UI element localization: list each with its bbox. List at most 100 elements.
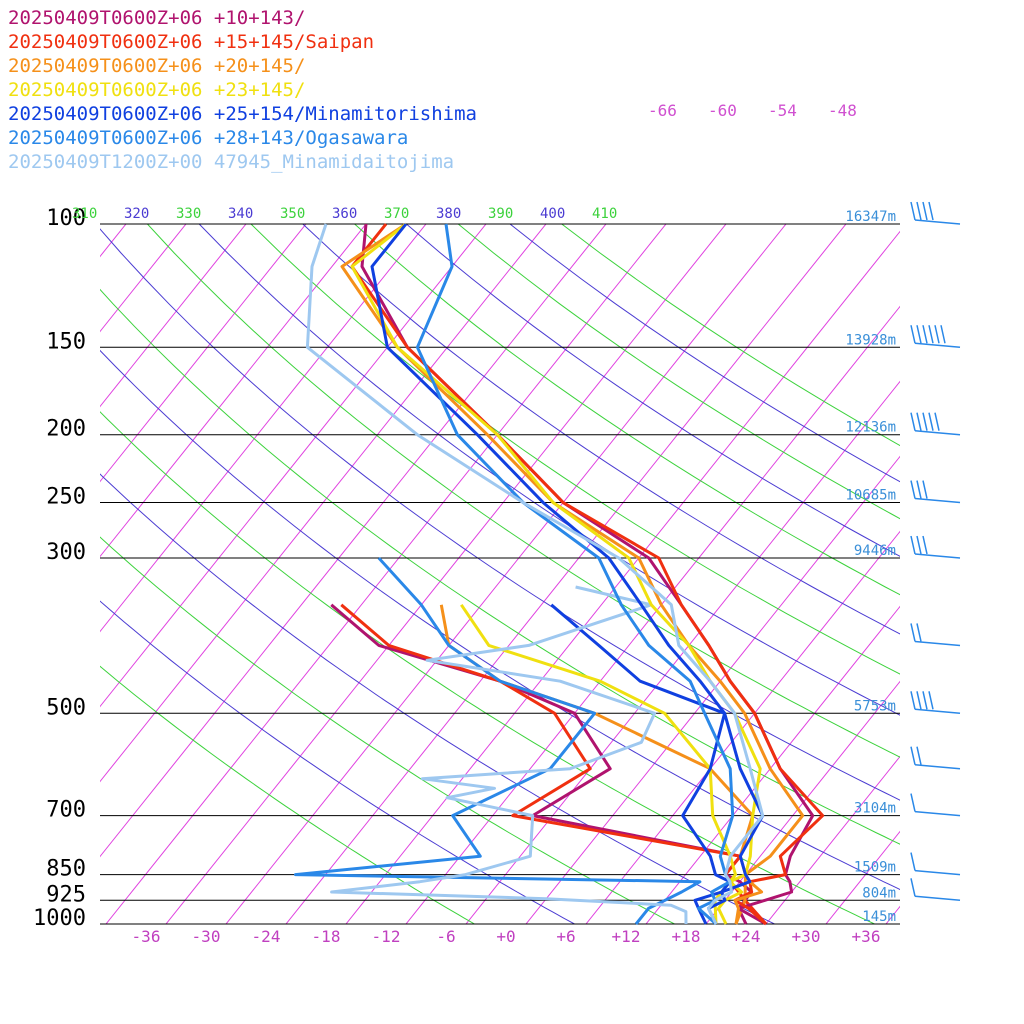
legend-entry: 20250409T0600Z+06 +25+154/Minamitorishim… <box>8 103 477 125</box>
isotherm-line <box>525 455 900 924</box>
isotherm-line <box>100 224 307 483</box>
wind-barb <box>910 412 961 436</box>
dry-adiabat <box>147 224 900 758</box>
temperature-tick-label: +30 <box>792 927 821 946</box>
dry-adiabat <box>250 224 900 675</box>
wind-barb-shaft <box>914 497 961 504</box>
wind-barb-flag <box>922 412 928 431</box>
dewpoint-profile <box>294 556 702 925</box>
isotherm-line <box>1006 224 1024 924</box>
wind-barb-shaft <box>914 342 961 349</box>
wind-barb-flag <box>916 535 922 555</box>
theta-label: 330 <box>176 206 201 222</box>
temperature-profile <box>305 223 765 925</box>
wind-barb-flag <box>916 691 922 710</box>
temperature-profile <box>370 223 765 925</box>
isotherm-line <box>100 224 247 408</box>
pressure-tick-label: 925 <box>46 882 86 907</box>
height-label: 12136m <box>845 420 896 436</box>
pressure-level-lines <box>100 223 900 925</box>
pressure-tick-label: 100 <box>46 206 86 231</box>
theta-label: 310 <box>72 206 97 222</box>
pressure-tick-label: 150 <box>46 329 86 354</box>
wind-barb-flag <box>922 325 928 344</box>
temperature-tick-label: +0 <box>496 927 515 946</box>
isotherm-top-label: -66 <box>648 101 677 120</box>
temperature-tick-label: +6 <box>556 927 575 946</box>
dry-adiabat <box>100 288 900 845</box>
pressure-tick-label: 200 <box>46 417 86 442</box>
isotherm-line <box>225 224 787 924</box>
wind-barb-flag <box>916 412 922 431</box>
wind-barb-column <box>910 201 961 902</box>
wind-barb <box>910 793 961 817</box>
isotherm-line <box>585 530 900 924</box>
isotherm-line <box>825 830 900 924</box>
isotherm-top-label: -54 <box>768 101 797 120</box>
isotherm-line <box>100 224 427 633</box>
wind-barb-flag <box>910 878 916 897</box>
wind-barb-flag <box>910 535 916 555</box>
dry-adiabat <box>561 224 900 447</box>
theta-label: 400 <box>540 206 565 222</box>
legend-entry: 20250409T0600Z+06 +28+143/Ogasawara <box>8 127 408 149</box>
isotherm-line <box>100 224 187 333</box>
isotherm-line <box>946 224 1024 924</box>
isotherm-top-label: -48 <box>828 101 857 120</box>
legend-entry: 20250409T0600Z+06 +15+145/Saipan <box>8 31 374 53</box>
dry-adiabat <box>100 473 776 924</box>
legend-entry: 20250409T0600Z+06 +10+143/ <box>8 7 305 29</box>
dry-adiabat <box>100 349 900 891</box>
dry-adiabat <box>509 224 900 483</box>
wind-barb-shaft <box>914 219 961 225</box>
temperature-tick-label: -18 <box>312 927 341 946</box>
isotherm-line <box>885 905 900 924</box>
wind-barb <box>910 325 961 349</box>
dry-adiabat <box>406 224 900 557</box>
isotherm-line <box>645 605 900 924</box>
wind-barb-flag <box>910 480 916 499</box>
wind-barb-flag <box>922 535 928 555</box>
pressure-tick-label: 250 <box>46 485 86 510</box>
height-label: 13928m <box>845 332 896 348</box>
theta-label: 390 <box>488 206 513 222</box>
temperature-tick-label: +12 <box>612 927 641 946</box>
isotherm-line <box>100 224 607 858</box>
isotherm-line <box>165 224 727 924</box>
dry-adiabat <box>198 224 900 716</box>
dry-adiabat <box>100 228 900 801</box>
isotherm-line <box>705 680 900 924</box>
theta-label: 340 <box>228 206 253 222</box>
height-label: 5753m <box>854 698 896 714</box>
temperature-tick-label: +36 <box>852 927 881 946</box>
isotherm-line <box>105 224 667 924</box>
pressure-tick-label: 300 <box>46 540 86 565</box>
temperature-tick-label: -6 <box>436 927 455 946</box>
dry-adiabat <box>100 665 476 924</box>
temperature-profile <box>340 222 805 925</box>
wind-barb-shaft <box>914 895 961 902</box>
theta-label: 380 <box>436 206 461 222</box>
isotherm-line <box>100 224 547 783</box>
wind-barb-flag <box>910 691 916 710</box>
wind-barb <box>910 480 961 504</box>
dry-adiabat <box>100 536 676 924</box>
wind-barb-flag <box>910 793 916 812</box>
wind-barb-flag <box>922 201 928 221</box>
wind-barb-shaft <box>914 708 961 715</box>
height-label: 145m <box>862 909 896 925</box>
pressure-tick-label: 1000 <box>33 906 86 931</box>
wind-barb-flag <box>910 201 916 221</box>
pressure-tick-label: 850 <box>46 857 86 882</box>
wind-barb-flag <box>940 325 946 344</box>
isotherm-line <box>765 755 900 924</box>
isotherm-line <box>465 380 900 924</box>
height-label: 10685m <box>845 488 896 504</box>
wind-barb-flag <box>934 412 940 431</box>
wind-barb-shaft <box>914 429 961 436</box>
dry-adiabat <box>302 224 900 635</box>
wind-barb <box>910 201 961 225</box>
isotherm-line <box>100 224 367 558</box>
wind-barb-flag <box>922 480 928 499</box>
